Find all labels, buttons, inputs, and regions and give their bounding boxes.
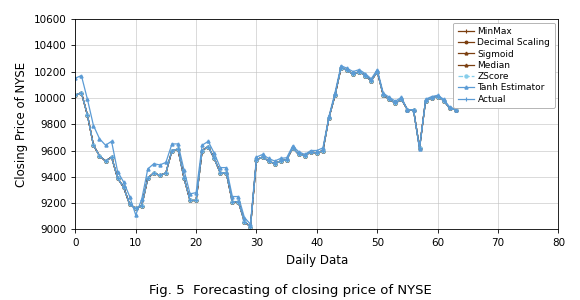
ZScore [283,158,290,161]
Actual [332,94,339,97]
Actual [495,85,502,89]
Decimal Scaling [84,113,91,117]
Line: Median: Median [74,66,499,228]
Line: MinMax: MinMax [73,66,500,229]
ZScore [495,85,502,89]
Median [72,94,79,97]
Sigmoid [495,85,502,89]
Tanh Estimator [132,213,139,217]
Decimal Scaling [247,225,254,229]
Actual [72,94,79,97]
Line: Sigmoid: Sigmoid [74,66,499,228]
Actual [338,66,345,70]
Decimal Scaling [72,94,79,97]
ZScore [72,94,79,97]
MinMax [132,207,139,210]
Median [332,94,339,97]
Median [132,207,139,210]
Sigmoid [247,225,254,229]
Sigmoid [338,66,345,70]
MinMax [332,94,339,97]
Decimal Scaling [132,207,139,210]
Actual [465,99,472,102]
Actual [247,225,254,229]
MinMax [283,158,290,161]
Decimal Scaling [332,94,339,97]
Legend: MinMax, Decimal Scaling, Sigmoid, Median, ZScore, Tanh Estimator, Actual: MinMax, Decimal Scaling, Sigmoid, Median… [453,22,555,108]
MinMax [84,113,91,117]
MinMax [247,225,254,229]
Actual [84,113,91,117]
Sigmoid [332,94,339,97]
ZScore [483,83,490,87]
Median [495,85,502,89]
Actual [283,158,290,161]
Median [483,83,490,87]
Decimal Scaling [338,66,345,70]
Decimal Scaling [483,83,490,87]
X-axis label: Daily Data: Daily Data [286,254,348,267]
Tanh Estimator [332,91,339,94]
Sigmoid [84,113,91,117]
ZScore [338,66,345,70]
Line: Decimal Scaling: Decimal Scaling [74,66,499,228]
Median [84,113,91,117]
Sigmoid [483,83,490,87]
Median [338,66,345,70]
ZScore [247,225,254,229]
Tanh Estimator [84,98,91,101]
ZScore [132,207,139,210]
MinMax [72,94,79,97]
Tanh Estimator [483,81,490,85]
Actual [483,83,490,87]
ZScore [84,113,91,117]
MinMax [483,83,490,87]
MinMax [465,99,472,102]
Actual [132,207,139,210]
Tanh Estimator [465,98,472,101]
Tanh Estimator [338,64,345,68]
Sigmoid [465,99,472,102]
Tanh Estimator [495,84,502,88]
Decimal Scaling [465,99,472,102]
Text: Fig. 5  Forecasting of closing price of NYSE: Fig. 5 Forecasting of closing price of N… [148,284,432,297]
Line: Actual: Actual [73,66,500,229]
Decimal Scaling [283,158,290,161]
Tanh Estimator [283,156,290,160]
Median [283,158,290,161]
MinMax [495,85,502,89]
Tanh Estimator [72,76,79,80]
Sigmoid [132,207,139,210]
Sigmoid [283,158,290,161]
Y-axis label: Closing Price of NYSE: Closing Price of NYSE [15,61,28,187]
Line: Tanh Estimator: Tanh Estimator [74,64,499,226]
Line: ZScore: ZScore [74,66,499,228]
MinMax [338,66,345,70]
ZScore [465,99,472,102]
Median [465,99,472,102]
Tanh Estimator [247,222,254,226]
Decimal Scaling [495,85,502,89]
Median [247,225,254,229]
Sigmoid [72,94,79,97]
ZScore [332,94,339,97]
